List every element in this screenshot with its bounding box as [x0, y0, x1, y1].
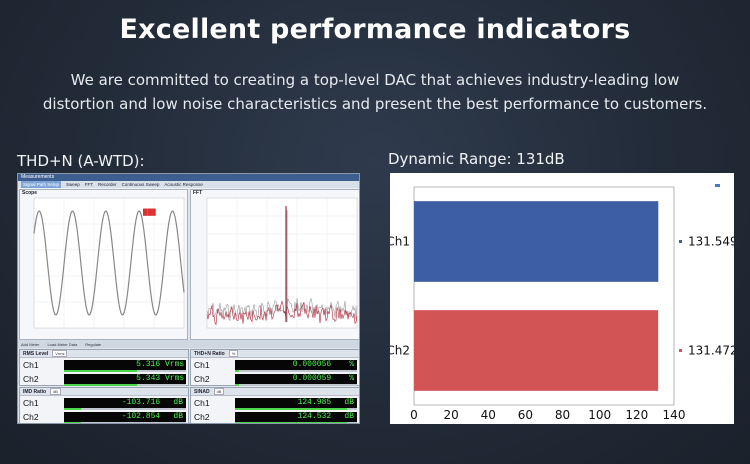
window-title: Measurements: [18, 174, 359, 181]
x-tick-label: 120: [625, 408, 648, 422]
meter-readout: 5.343 Vrms: [64, 374, 186, 384]
graphs-area: Scope ███ FFT: [18, 189, 359, 340]
bar-ch1: [414, 201, 659, 282]
svg-text:███: ███: [143, 208, 157, 216]
x-tick-label: 20: [444, 408, 459, 422]
channel-label: Ch1: [194, 398, 210, 408]
category-label: Ch2: [390, 344, 410, 358]
meter-readout: 0.000056 %: [235, 360, 357, 370]
meter-row: Ch1 5.316 Vrms: [20, 358, 188, 372]
meter-row: Ch1 124.985 dB: [191, 396, 359, 410]
meter-row: Ch2 -102.854 dB: [20, 410, 188, 423]
legend-swatch: [715, 184, 720, 187]
fft-plot: [206, 197, 358, 329]
meters-toolbar: Add Meter Load Meter Data Regulate: [18, 340, 359, 348]
scope-plot: ███: [33, 197, 185, 329]
menu-recorder[interactable]: Recorder: [98, 182, 117, 187]
unit-select[interactable]: %: [228, 350, 239, 357]
menu-signal-path[interactable]: Signal Path Setup: [21, 181, 62, 188]
thdn-label: THD+N (A-WTD):: [17, 152, 145, 170]
bar-ch2: [414, 310, 659, 391]
value-marker: [679, 349, 682, 352]
fft-graph: FFT: [190, 189, 359, 340]
meter-row: Ch1 0.000056 %: [191, 358, 359, 372]
scope-graph: Scope ███: [19, 189, 188, 340]
channel-label: Ch2: [23, 374, 39, 384]
regulate-button[interactable]: Regulate: [85, 341, 102, 347]
meter-row: Ch2 5.343 Vrms: [20, 372, 188, 386]
value-label: 131.472 dB: [688, 344, 734, 358]
dynamic-range-chart: Ch1 131.549 dB Ch2 131.472 dB 0 20 40 60 80 100 12…: [390, 173, 734, 424]
meter-readout: 5.316 Vrms: [64, 360, 186, 370]
meter-row: Ch1 -103.716 dB: [20, 396, 188, 410]
meter-readout: 0.000059 %: [235, 374, 357, 384]
thdn-ratio-meter: THD+N Ratio % Ch1 0.000056 % Ch2 0.00005…: [190, 349, 359, 386]
meter-title: SINAD: [194, 388, 210, 395]
meter-readout: -103.716 dB: [64, 398, 186, 408]
intro-paragraph: We are committed to creating a top-level…: [42, 71, 708, 113]
channel-label: Ch1: [23, 360, 39, 370]
add-meter-button[interactable]: Add Meter: [21, 341, 40, 347]
meters-area: Add Meter Load Meter Data Regulate RMS L…: [18, 340, 359, 423]
imd-ratio-meter: IMD Ratio dB Ch1 -103.716 dB Ch2 -102.85…: [19, 387, 189, 423]
value-label: 131.549 dB: [688, 235, 734, 249]
bar-chart-svg: Ch1 131.549 dB Ch2 131.472 dB 0 20 40 60 80 100 12…: [390, 186, 734, 422]
fft-graph-title: FFT: [193, 190, 203, 196]
unit-select[interactable]: dB: [50, 388, 61, 395]
x-tick-label: 100: [588, 408, 611, 422]
menu-sweep[interactable]: Sweep: [66, 182, 80, 187]
menu-fft[interactable]: FFT: [84, 182, 94, 187]
page-title: Excellent performance indicators: [119, 14, 631, 45]
dynamic-range-label: Dynamic Range: 131dB: [388, 150, 565, 168]
menu-acoustic-response[interactable]: Acoustic Response: [164, 182, 203, 187]
meter-readout: 124.532 dB: [235, 412, 357, 422]
meter-readout: -102.854 dB: [64, 412, 186, 422]
meter-row: Ch2 124.532 dB: [191, 410, 359, 423]
channel-label: Ch1: [23, 398, 39, 408]
menu-bar: Signal Path Setup Sweep FFT Recorder Con…: [18, 181, 359, 188]
category-label: Ch1: [390, 235, 410, 249]
unit-select[interactable]: dB: [213, 388, 225, 395]
channel-label: Ch2: [194, 374, 210, 384]
sinad-meter: SINAD dB Ch1 124.985 dB Ch2 124.532 dB: [190, 387, 359, 423]
x-tick-label: 40: [481, 408, 496, 422]
channel-label: Ch2: [23, 412, 39, 422]
rms-level-meter: RMS Level Vrms Ch1 5.316 Vrms Ch2 5.343 …: [19, 349, 189, 386]
meter-title: THD+N Ratio: [194, 350, 225, 357]
meter-title: RMS Level: [23, 350, 49, 357]
meter-title: IMD Ratio: [23, 388, 47, 395]
meter-row: Ch2 0.000059 %: [191, 372, 359, 386]
scope-graph-title: Scope: [22, 190, 38, 196]
menu-continuous-sweep[interactable]: Continuous Sweep: [121, 182, 160, 187]
value-marker: [679, 240, 682, 243]
measurement-software-screenshot: Measurements Signal Path Setup Sweep FFT…: [17, 173, 360, 424]
x-tick-label: 140: [663, 408, 686, 422]
channel-label: Ch2: [194, 412, 210, 422]
x-tick-label: 80: [555, 408, 570, 422]
channel-label: Ch1: [194, 360, 210, 370]
unit-select[interactable]: Vrms: [52, 350, 68, 357]
meter-readout: 124.985 dB: [235, 398, 357, 408]
x-tick-label: 60: [518, 408, 533, 422]
load-meter-data-button[interactable]: Load Meter Data: [47, 341, 78, 347]
x-tick-label: 0: [410, 408, 418, 422]
